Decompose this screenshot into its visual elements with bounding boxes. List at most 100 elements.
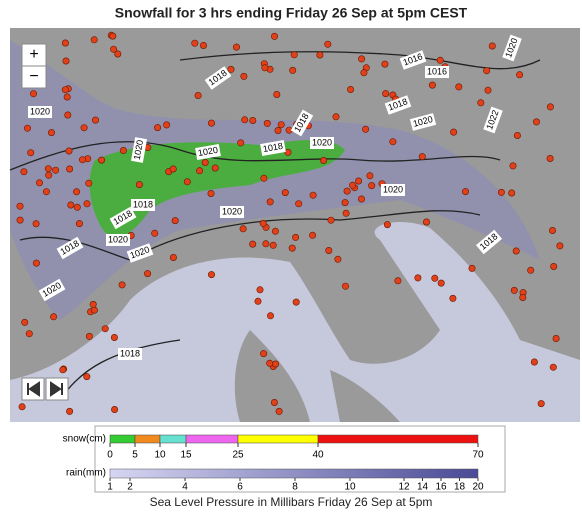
station-dot <box>154 124 162 132</box>
station-dot <box>530 358 538 366</box>
station-dot <box>66 165 74 173</box>
isobar-line <box>179 51 541 70</box>
station-dot <box>271 227 279 235</box>
station-dot <box>249 117 257 125</box>
station-dot <box>66 407 74 415</box>
station-dot <box>63 93 71 101</box>
zoom-in-label[interactable]: + <box>29 46 38 63</box>
station-dot <box>341 282 349 290</box>
station-dot <box>75 220 83 228</box>
station-dot <box>29 90 37 98</box>
station-dot <box>449 294 457 302</box>
station-dot <box>366 172 374 180</box>
station-dot <box>169 254 177 262</box>
station-dot <box>135 181 143 189</box>
station-dot <box>347 86 355 94</box>
station-dot <box>16 202 24 210</box>
station-dot <box>383 221 391 229</box>
station-dot <box>510 286 518 294</box>
station-dot <box>110 333 118 341</box>
station-dot <box>509 162 517 170</box>
sea <box>10 221 580 422</box>
station-dot <box>79 156 87 164</box>
station-dot <box>101 325 109 333</box>
station-dot <box>25 330 33 338</box>
isobar-value: 1020 <box>132 139 145 160</box>
station-dot <box>455 83 463 91</box>
station-dot <box>552 334 560 342</box>
isobar-label: 1020 <box>195 144 221 160</box>
station-dot <box>144 270 152 278</box>
isobar-label: 1020 <box>381 184 405 196</box>
snow-segment <box>237 434 319 444</box>
station-dot <box>21 318 29 326</box>
isobar-value: 1020 <box>312 137 332 147</box>
isobar-label-bg <box>204 66 232 90</box>
station-dot <box>262 240 270 248</box>
station-dot <box>422 218 430 226</box>
isobar-label: 1020 <box>220 206 244 218</box>
station-dot <box>342 209 350 217</box>
isobar-label-bg <box>118 348 142 360</box>
station-dot <box>508 189 516 197</box>
station-dot <box>357 195 365 203</box>
station-dot <box>109 32 117 40</box>
station-dot <box>414 274 422 282</box>
snow-label: snow(cm) <box>63 434 106 445</box>
zoom-out-button[interactable] <box>21 65 47 89</box>
station-dot <box>151 229 159 237</box>
station-dot <box>208 119 216 127</box>
station-dot <box>64 111 72 119</box>
station-dot <box>368 182 376 190</box>
snow-area <box>89 140 345 237</box>
station-dot <box>241 116 249 124</box>
snow-segment <box>134 434 161 444</box>
station-dot <box>44 165 52 173</box>
station-dot <box>266 312 274 320</box>
peninsula-south <box>330 370 400 422</box>
station-dot <box>270 398 278 406</box>
station-dot <box>89 300 97 308</box>
isobar-label-bg <box>28 106 52 118</box>
station-dot <box>270 32 278 40</box>
station-dot <box>83 200 91 208</box>
station-dot <box>334 255 342 263</box>
station-dot <box>513 132 521 140</box>
isobar-value: 1020 <box>222 206 242 216</box>
station-dot <box>85 332 93 340</box>
station-dot <box>431 274 439 282</box>
station-dot <box>32 220 40 228</box>
station-dot <box>67 201 75 209</box>
station-dot <box>516 71 524 79</box>
isobar-label-bg <box>131 137 147 163</box>
isobar-value: 1018 <box>262 141 283 154</box>
station-dot <box>163 121 171 129</box>
station-dot <box>249 240 257 248</box>
isobar-label: 1020 <box>131 137 147 163</box>
isobar-label: 1018 <box>118 348 142 360</box>
station-dot <box>382 90 390 98</box>
isobar-label: 1016 <box>399 50 427 70</box>
station-dot <box>47 129 55 137</box>
previous-icon <box>27 381 40 397</box>
station-dot <box>428 81 436 89</box>
station-dot <box>320 157 328 165</box>
station-dot <box>45 171 53 179</box>
snow-segment <box>185 434 239 444</box>
station-dot <box>355 177 363 185</box>
rain-tick-label: 18 <box>454 482 466 493</box>
station-dot <box>484 86 492 94</box>
station-dot <box>394 277 402 285</box>
station-dot <box>275 407 283 415</box>
station-dot <box>263 119 271 127</box>
station-dot <box>196 167 204 175</box>
isobar-label-bg <box>483 106 503 134</box>
peninsula <box>234 330 310 422</box>
isobar-value: 1020 <box>108 234 128 244</box>
station-dot <box>436 56 444 64</box>
station-dot <box>292 233 300 241</box>
station-dot <box>98 156 106 164</box>
station-dot <box>42 188 50 196</box>
zoom-out-label[interactable]: − <box>29 68 38 85</box>
